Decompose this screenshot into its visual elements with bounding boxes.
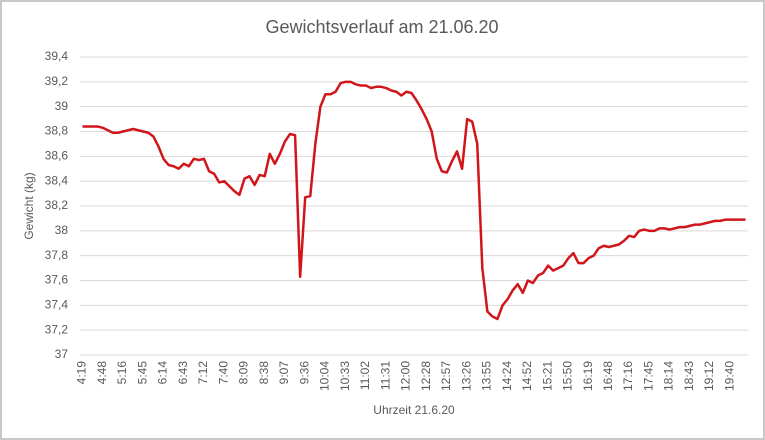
y-tick-label: 38,2: [45, 198, 69, 212]
x-tick-label: 19:40: [722, 361, 736, 391]
y-tick-label: 39,2: [45, 74, 69, 88]
chart-title: Gewichtsverlauf am 21.06.20: [265, 17, 498, 37]
x-tick-label: 10:33: [338, 361, 352, 391]
y-tick-label: 39,4: [45, 49, 69, 63]
x-tick-label: 18:43: [682, 361, 696, 391]
x-tick-label: 17:45: [641, 361, 655, 391]
y-tick-label: 39: [55, 99, 69, 113]
x-tick-label: 18:14: [662, 361, 676, 391]
y-tick-label: 37,2: [45, 322, 69, 336]
y-axis-title: Gewicht (kg): [22, 172, 36, 239]
y-tick-label: 37,6: [45, 273, 69, 287]
x-tick-label: 12:28: [419, 361, 433, 391]
x-tick-label: 11:31: [378, 361, 392, 390]
x-tick-label: 5:16: [115, 361, 129, 385]
x-tick-label: 6:14: [156, 361, 170, 385]
x-tick-label: 19:12: [702, 361, 716, 391]
x-tick-label: 7:12: [196, 361, 210, 385]
x-tick-label: 8:09: [237, 361, 251, 385]
x-tick-label: 12:00: [399, 361, 413, 391]
x-tick-label: 4:19: [75, 361, 89, 385]
x-tick-label: 9:07: [277, 361, 291, 385]
x-tick-label: 5:45: [135, 361, 149, 385]
x-tick-label: 12:57: [439, 361, 453, 391]
x-tick-label: 10:04: [318, 361, 332, 391]
x-tick-label: 11:02: [358, 361, 372, 390]
x-tick-label: 4:48: [95, 361, 109, 385]
x-tick-label: 17:16: [621, 361, 635, 391]
x-tick-label: 14:24: [500, 361, 514, 391]
x-tick-label: 9:36: [297, 361, 311, 385]
y-tick-label: 38,8: [45, 124, 69, 138]
y-tick-label: 37,8: [45, 248, 69, 262]
x-tick-label: 8:38: [257, 361, 271, 385]
x-tick-label: 16:19: [581, 361, 595, 391]
x-tick-label: 13:26: [459, 361, 473, 391]
x-tick-label: 15:50: [561, 361, 575, 391]
x-tick-label: 15:21: [540, 361, 554, 391]
y-tick-label: 38,4: [45, 173, 69, 187]
y-tick-label: 38: [55, 223, 69, 237]
y-tick-label: 37,4: [45, 298, 69, 312]
x-tick-label: 16:48: [601, 361, 615, 391]
y-tick-label: 37: [55, 347, 69, 361]
y-tick-label: 38,6: [45, 149, 69, 163]
x-axis-title: Uhrzeit 21.6.20: [373, 403, 455, 417]
x-tick-label: 14:52: [520, 361, 534, 391]
x-tick-label: 7:40: [216, 361, 230, 385]
data-line: [82, 80, 746, 321]
x-tick-label: 6:43: [176, 361, 190, 385]
x-tick-label: 13:55: [480, 361, 494, 391]
